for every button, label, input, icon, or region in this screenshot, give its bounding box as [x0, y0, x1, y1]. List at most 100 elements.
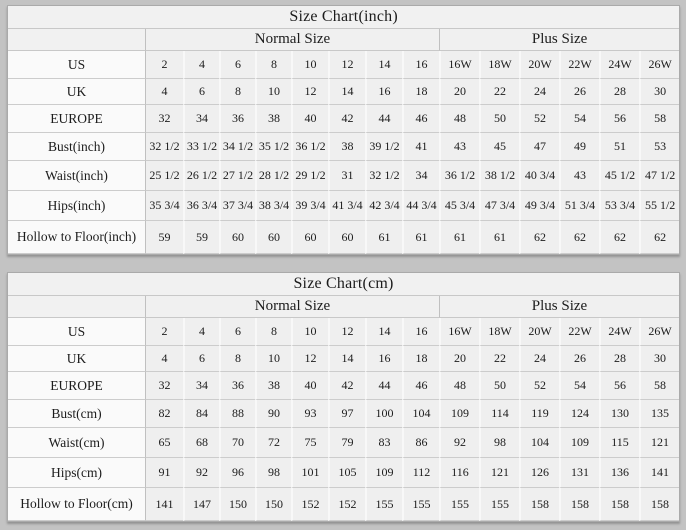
value-cell: 10 — [255, 79, 291, 105]
value-cell: 92 — [183, 458, 219, 488]
value-cell: 42 3/4 — [365, 191, 402, 221]
row-label-hollow-to-floor-inch: Hollow to Floor(inch) — [8, 221, 146, 254]
value-cell: 14 — [328, 346, 365, 372]
value-cell: 47 1/2 — [639, 161, 680, 191]
value-cell: 6 — [219, 51, 255, 79]
value-cell: 14 — [365, 318, 402, 346]
table-title: Size Chart(inch) — [8, 6, 680, 29]
row-label-us: US — [8, 318, 146, 346]
value-cell: 158 — [519, 488, 559, 521]
table-row: Waist(inch) 25 1/2 26 1/2 27 1/2 28 1/2 29 1/… — [8, 161, 680, 191]
value-cell: 39 3/4 — [291, 191, 328, 221]
value-cell: 38 1/2 — [479, 161, 519, 191]
value-cell: 104 — [402, 400, 439, 428]
value-cell: 41 — [402, 133, 439, 161]
value-cell: 61 — [479, 221, 519, 254]
value-cell: 131 — [559, 458, 599, 488]
value-cell: 91 — [146, 458, 183, 488]
value-cell: 51 — [599, 133, 639, 161]
value-cell: 112 — [402, 458, 439, 488]
value-cell: 30 — [639, 346, 680, 372]
value-cell: 38 — [328, 133, 365, 161]
value-cell: 24W — [599, 51, 639, 79]
value-cell: 47 3/4 — [479, 191, 519, 221]
value-cell: 10 — [255, 346, 291, 372]
value-cell: 61 — [402, 221, 439, 254]
value-cell: 50 — [479, 105, 519, 133]
table-row: UK 4 6 8 10 12 14 16 18 20 22 24 26 28 30 — [8, 346, 680, 372]
value-cell: 130 — [599, 400, 639, 428]
column-group-row: Normal Size Plus Size — [8, 29, 680, 51]
value-cell: 20W — [519, 318, 559, 346]
value-cell: 18 — [402, 79, 439, 105]
value-cell: 18W — [479, 318, 519, 346]
size-chart-cm-table: Size Chart(cm) Normal Size Plus Size US 2… — [7, 272, 681, 522]
value-cell: 59 — [146, 221, 183, 254]
value-cell: 40 — [291, 372, 328, 400]
value-cell: 53 3/4 — [599, 191, 639, 221]
value-cell: 36 3/4 — [183, 191, 219, 221]
value-cell: 16W — [439, 51, 479, 79]
value-cell: 12 — [291, 79, 328, 105]
row-label-us: US — [8, 51, 146, 79]
table-row: Waist(cm) 65 68 70 72 75 79 83 86 92 98 104 109 115 12… — [8, 428, 680, 458]
value-cell: 135 — [639, 400, 680, 428]
table-title-row: Size Chart(inch) — [8, 6, 680, 29]
corner-cell — [8, 29, 146, 51]
value-cell: 136 — [599, 458, 639, 488]
value-cell: 60 — [219, 221, 255, 254]
value-cell: 32 1/2 — [365, 161, 402, 191]
value-cell: 43 — [559, 161, 599, 191]
value-cell: 45 — [479, 133, 519, 161]
value-cell: 48 — [439, 105, 479, 133]
value-cell: 4 — [146, 79, 183, 105]
value-cell: 32 — [146, 105, 183, 133]
table-row: Hips(cm) 91 92 96 98 101 105 109 112 116 121 126 131… — [8, 458, 680, 488]
value-cell: 16W — [439, 318, 479, 346]
value-cell: 2 — [146, 318, 183, 346]
value-cell: 59 — [183, 221, 219, 254]
value-cell: 43 — [439, 133, 479, 161]
plus-size-header: Plus Size — [439, 29, 680, 51]
value-cell: 30 — [639, 79, 680, 105]
value-cell: 6 — [183, 79, 219, 105]
corner-cell — [8, 296, 146, 318]
value-cell: 58 — [639, 105, 680, 133]
value-cell: 53 — [639, 133, 680, 161]
value-cell: 84 — [183, 400, 219, 428]
value-cell: 25 1/2 — [146, 161, 183, 191]
value-cell: 88 — [219, 400, 255, 428]
value-cell: 48 — [439, 372, 479, 400]
value-cell: 65 — [146, 428, 183, 458]
value-cell: 36 — [219, 105, 255, 133]
value-cell: 18 — [402, 346, 439, 372]
plus-size-header: Plus Size — [439, 296, 680, 318]
value-cell: 100 — [365, 400, 402, 428]
value-cell: 36 1/2 — [291, 133, 328, 161]
value-cell: 58 — [639, 372, 680, 400]
row-label-hips-inch: Hips(inch) — [8, 191, 146, 221]
normal-size-header: Normal Size — [146, 296, 439, 318]
value-cell: 36 1/2 — [439, 161, 479, 191]
value-cell: 8 — [219, 346, 255, 372]
table-row: Bust(cm) 82 84 88 90 93 97 100 104 109 114 119 124 13… — [8, 400, 680, 428]
value-cell: 60 — [291, 221, 328, 254]
value-cell: 6 — [219, 318, 255, 346]
value-cell: 121 — [639, 428, 680, 458]
value-cell: 83 — [365, 428, 402, 458]
value-cell: 105 — [328, 458, 365, 488]
value-cell: 34 — [183, 105, 219, 133]
row-label-hips-cm: Hips(cm) — [8, 458, 146, 488]
value-cell: 155 — [402, 488, 439, 521]
value-cell: 158 — [559, 488, 599, 521]
value-cell: 26 — [559, 346, 599, 372]
value-cell: 93 — [291, 400, 328, 428]
value-cell: 14 — [365, 51, 402, 79]
value-cell: 158 — [599, 488, 639, 521]
value-cell: 45 1/2 — [599, 161, 639, 191]
value-cell: 72 — [255, 428, 291, 458]
value-cell: 152 — [328, 488, 365, 521]
value-cell: 42 — [328, 372, 365, 400]
value-cell: 150 — [219, 488, 255, 521]
